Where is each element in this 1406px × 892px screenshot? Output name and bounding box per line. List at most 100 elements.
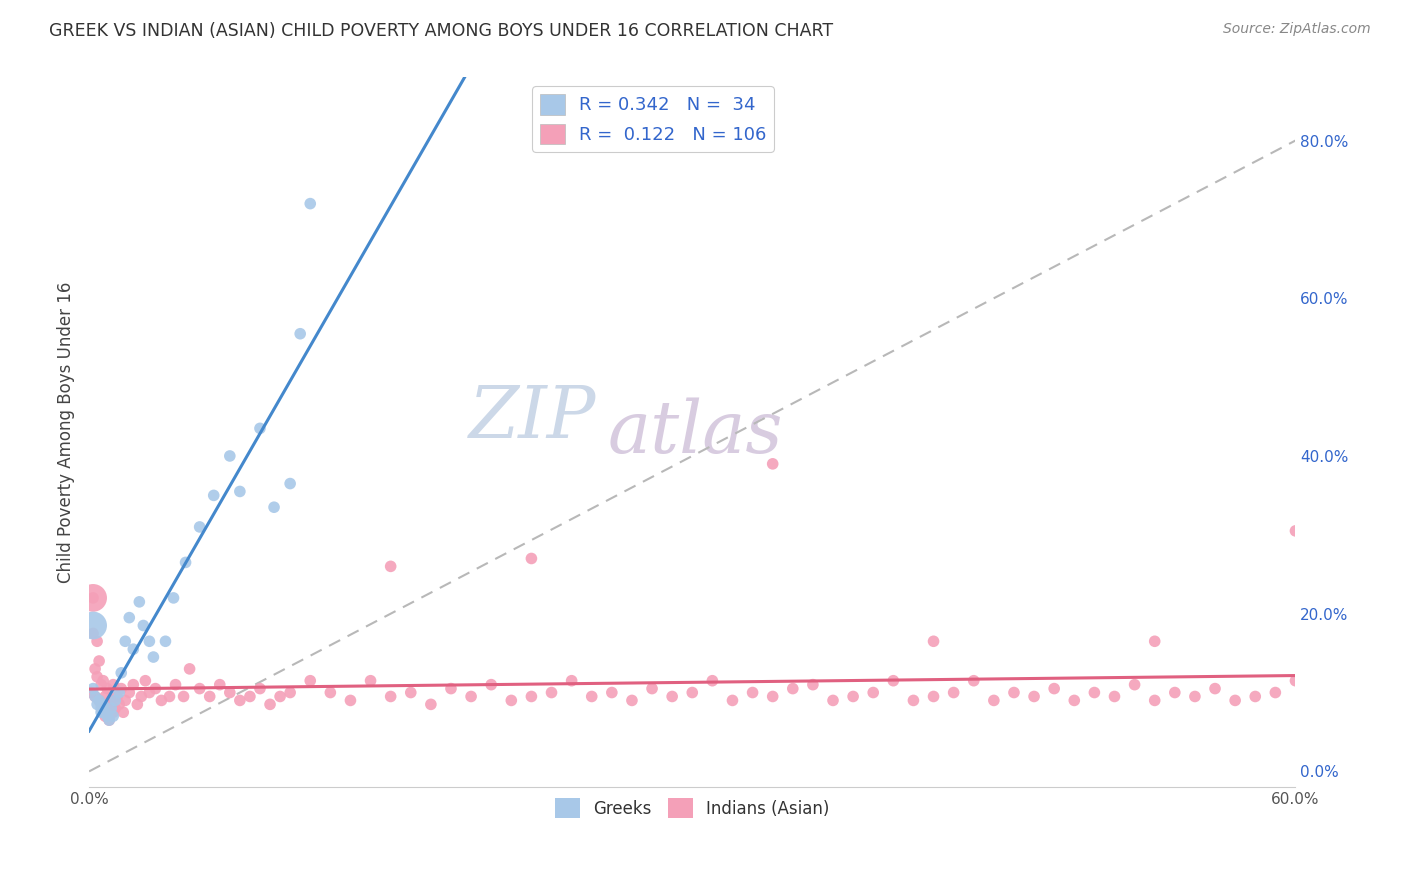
Point xyxy=(922,690,945,704)
Point xyxy=(82,618,104,632)
Point xyxy=(110,665,132,680)
Point xyxy=(105,690,128,704)
Point xyxy=(98,698,121,712)
Point xyxy=(1264,685,1286,699)
Point xyxy=(134,673,156,688)
Point xyxy=(278,476,301,491)
Point xyxy=(1123,678,1146,692)
Point xyxy=(208,678,231,692)
Point xyxy=(520,551,543,566)
Point xyxy=(90,698,112,712)
Point xyxy=(122,678,145,692)
Point xyxy=(842,690,865,704)
Point xyxy=(87,693,110,707)
Point xyxy=(299,196,322,211)
Point xyxy=(82,591,104,605)
Point xyxy=(98,713,121,727)
Point xyxy=(138,634,160,648)
Point xyxy=(229,693,252,707)
Point xyxy=(179,662,201,676)
Y-axis label: Child Poverty Among Boys Under 16: Child Poverty Among Boys Under 16 xyxy=(58,282,75,583)
Point xyxy=(132,618,155,632)
Point xyxy=(821,693,844,707)
Point xyxy=(188,681,211,696)
Point xyxy=(104,693,127,707)
Point xyxy=(90,701,112,715)
Point xyxy=(942,685,965,699)
Point xyxy=(1002,685,1025,699)
Point xyxy=(1164,685,1187,699)
Point xyxy=(174,556,197,570)
Point xyxy=(1043,681,1066,696)
Point xyxy=(173,690,195,704)
Point xyxy=(278,685,301,699)
Point xyxy=(108,698,131,712)
Point xyxy=(218,449,240,463)
Point xyxy=(100,701,122,715)
Point xyxy=(862,685,884,699)
Point xyxy=(84,690,107,704)
Point xyxy=(983,693,1005,707)
Point xyxy=(963,673,986,688)
Point xyxy=(94,690,117,704)
Point xyxy=(103,705,125,719)
Point xyxy=(249,681,271,696)
Point xyxy=(581,690,603,704)
Point xyxy=(903,693,925,707)
Point xyxy=(440,681,463,696)
Point xyxy=(114,693,136,707)
Point xyxy=(1184,690,1206,704)
Point xyxy=(82,681,104,696)
Point xyxy=(1284,673,1306,688)
Point xyxy=(681,685,703,699)
Point xyxy=(98,713,121,727)
Point xyxy=(91,698,114,712)
Point xyxy=(479,678,502,692)
Point xyxy=(380,559,402,574)
Point xyxy=(87,654,110,668)
Point xyxy=(801,678,824,692)
Point xyxy=(1143,693,1166,707)
Point xyxy=(600,685,623,699)
Text: atlas: atlas xyxy=(607,397,783,467)
Point xyxy=(721,693,744,707)
Point xyxy=(94,705,117,719)
Point xyxy=(118,610,141,624)
Point xyxy=(90,705,112,719)
Text: ZIP: ZIP xyxy=(468,383,596,453)
Point xyxy=(1204,681,1226,696)
Point xyxy=(165,678,187,692)
Point xyxy=(741,685,763,699)
Point xyxy=(380,690,402,704)
Point xyxy=(131,690,153,704)
Point xyxy=(263,500,285,515)
Point xyxy=(82,591,104,605)
Point xyxy=(520,690,543,704)
Point xyxy=(188,520,211,534)
Point xyxy=(108,685,131,699)
Point xyxy=(1244,690,1267,704)
Point xyxy=(103,709,125,723)
Point xyxy=(162,591,184,605)
Point xyxy=(104,701,127,715)
Point xyxy=(762,690,785,704)
Text: Source: ZipAtlas.com: Source: ZipAtlas.com xyxy=(1223,22,1371,37)
Point xyxy=(319,685,342,699)
Point xyxy=(1022,690,1045,704)
Point xyxy=(127,698,149,712)
Point xyxy=(150,693,173,707)
Point xyxy=(762,457,785,471)
Point xyxy=(103,678,125,692)
Point xyxy=(229,484,252,499)
Point xyxy=(419,698,441,712)
Point xyxy=(202,488,225,502)
Point xyxy=(1083,685,1105,699)
Point xyxy=(198,690,221,704)
Point xyxy=(122,642,145,657)
Point xyxy=(142,650,165,665)
Point xyxy=(239,690,262,704)
Point xyxy=(86,634,108,648)
Point xyxy=(661,690,683,704)
Point xyxy=(399,685,422,699)
Point xyxy=(155,634,177,648)
